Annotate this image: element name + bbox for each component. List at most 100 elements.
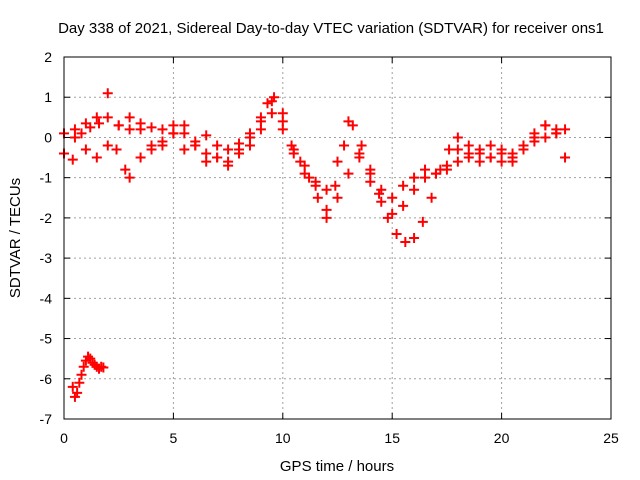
data-point: [540, 120, 551, 131]
data-point: [69, 132, 80, 143]
data-point: [111, 144, 122, 155]
data-point: [223, 144, 234, 155]
data-point: [398, 200, 409, 211]
data-point: [102, 88, 113, 99]
data-point: [507, 156, 518, 167]
data-point: [474, 156, 485, 167]
data-point: [277, 108, 288, 119]
data-point: [312, 192, 323, 203]
data-point: [441, 160, 452, 171]
data-point: [382, 212, 393, 223]
data-point: [135, 124, 146, 135]
data-point: [76, 128, 87, 139]
y-tick-label: -2: [40, 210, 53, 226]
data-point: [321, 204, 332, 215]
data-point: [255, 124, 266, 135]
data-point: [94, 118, 105, 129]
data-point: [463, 152, 474, 163]
data-point: [124, 112, 135, 123]
y-tick-label: -6: [40, 371, 53, 387]
data-point: [444, 144, 455, 155]
data-point: [420, 164, 431, 175]
data-point: [67, 381, 78, 392]
data-point: [354, 148, 365, 159]
data-point: [430, 168, 441, 179]
data-point: [98, 362, 109, 373]
data-point: [85, 122, 96, 133]
data-point: [102, 112, 113, 123]
series-track-c: [69, 96, 562, 207]
data-point: [365, 168, 376, 179]
data-point: [560, 124, 571, 135]
data-point: [452, 144, 463, 155]
data-point: [102, 140, 113, 151]
data-point: [376, 196, 387, 207]
data-point: [179, 128, 190, 139]
axis-ticks: [63, 56, 612, 420]
data-point: [356, 140, 367, 151]
data-point: [124, 124, 135, 135]
data-point: [212, 152, 223, 163]
data-point: [201, 130, 212, 141]
data-point: [310, 176, 321, 187]
data-point: [72, 387, 83, 398]
data-point: [157, 136, 168, 147]
y-tick-label: -7: [40, 411, 53, 427]
data-point: [426, 192, 437, 203]
chart-title: Day 338 of 2021, Sidereal Day-to-day VTE…: [58, 20, 604, 37]
data-point: [91, 112, 102, 123]
data-point: [463, 140, 474, 151]
data-point: [387, 192, 398, 203]
data-point: [179, 144, 190, 155]
data-point: [76, 369, 87, 380]
data-point: [201, 148, 212, 159]
data-point: [304, 172, 315, 183]
data-point: [496, 156, 507, 167]
data-point: [560, 152, 571, 163]
data-point: [343, 116, 354, 127]
data-point: [485, 140, 496, 151]
y-axis-title: SDTVAR / TECUs: [7, 178, 24, 298]
data-point: [299, 168, 310, 179]
x-tick-labels: 0 5 10 15 20 25: [60, 430, 619, 446]
data-point: [120, 164, 131, 175]
data-point: [540, 132, 551, 143]
data-point: [179, 120, 190, 131]
data-point: [91, 152, 102, 163]
grid-lines: [64, 57, 611, 419]
x-tick-label: 5: [170, 430, 178, 446]
data-point: [347, 120, 358, 131]
x-tick-label: 15: [384, 430, 400, 446]
data-point: [157, 124, 168, 135]
data-point: [485, 152, 496, 163]
data-point: [339, 140, 350, 151]
data-point: [452, 156, 463, 167]
data-point: [330, 180, 341, 191]
data-point: [69, 124, 80, 135]
data-point: [146, 122, 157, 133]
data-point: [409, 233, 420, 243]
data-point: [168, 128, 179, 139]
data-point: [67, 154, 78, 165]
data-point: [398, 180, 409, 191]
data-point: [190, 140, 201, 151]
data-point: [295, 156, 306, 167]
data-point: [507, 148, 518, 159]
data-point: [518, 140, 529, 151]
data-point: [74, 377, 85, 388]
series-track-d: [67, 351, 109, 402]
y-tick-label: -1: [40, 170, 53, 186]
data-point: [332, 192, 343, 203]
data-point: [343, 168, 354, 179]
y-tick-labels: -7 -6 -5 -4 -3 -2 -1 0 1 2: [40, 49, 53, 427]
data-point: [135, 152, 146, 163]
data-point: [168, 120, 179, 131]
data-point: [417, 216, 428, 227]
data-point: [288, 144, 299, 155]
data-point: [299, 160, 310, 171]
x-tick-label: 0: [60, 430, 68, 446]
data-point: [244, 132, 255, 143]
data-point: [496, 148, 507, 159]
